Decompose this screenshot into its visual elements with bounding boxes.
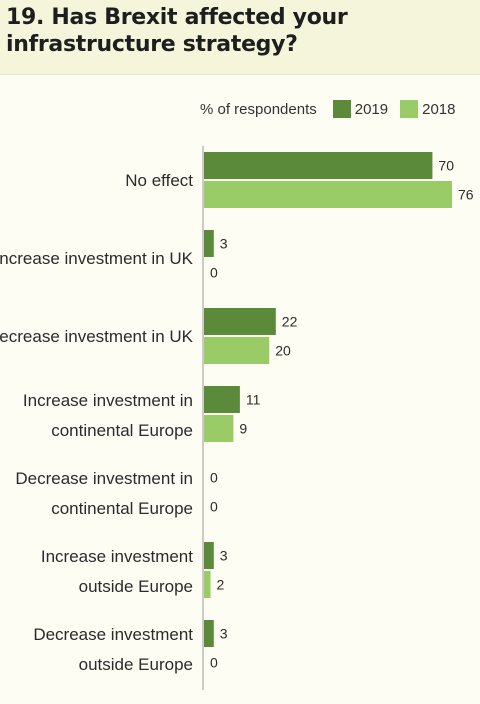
category-label: Decrease investment in UK [0, 327, 194, 346]
legend-label-2019: 2019 [354, 100, 389, 118]
legend: % of respondents 2019 2018 [200, 100, 456, 118]
bar-2019 [204, 152, 433, 179]
bar-2018 [204, 337, 270, 364]
value-label-2019: 0 [210, 470, 218, 486]
value-label-2018: 9 [239, 421, 247, 437]
bar-2019 [204, 386, 240, 413]
value-label-2019: 3 [220, 236, 228, 252]
legend-swatch-2018 [400, 100, 419, 118]
bar-2019 [204, 308, 276, 335]
value-label-2019: 11 [246, 392, 261, 408]
bar-2018 [204, 571, 211, 598]
category-label: Increase investment outside Europe [41, 547, 193, 596]
value-label-2019: 70 [438, 158, 454, 174]
bar-2018 [204, 415, 234, 442]
bar-2019 [204, 620, 214, 647]
value-label-2019: 3 [220, 548, 228, 564]
chart-title: 19. Has Brexit affected your infrastruct… [6, 5, 348, 57]
category-label: Increase investment in UK [0, 249, 194, 268]
value-label-2018: 0 [210, 265, 218, 281]
value-label-2019: 22 [282, 314, 298, 330]
legend-label-2018: 2018 [422, 100, 456, 118]
bar-2019 [204, 542, 214, 569]
legend-swatch-2019 [332, 100, 351, 118]
title-banner: 19. Has Brexit affected your infrastruct… [0, 0, 480, 75]
value-label-2018: 76 [458, 187, 474, 203]
value-label-2018: 2 [217, 577, 225, 593]
category-label: Decrease investment outside Europe [33, 625, 193, 674]
value-label-2019: 3 [220, 626, 228, 642]
bar-2018 [204, 181, 452, 208]
bar-2019 [204, 230, 214, 257]
legend-unit-label: % of respondents [200, 100, 317, 118]
value-label-2018: 0 [210, 655, 218, 671]
category-label: No effect [125, 171, 193, 190]
value-label-2018: 0 [210, 499, 218, 515]
value-label-2018: 20 [275, 343, 291, 359]
category-label: Decrease investment in continental Europe [15, 469, 193, 518]
category-label: Increase investment in continental Europe [23, 391, 193, 440]
